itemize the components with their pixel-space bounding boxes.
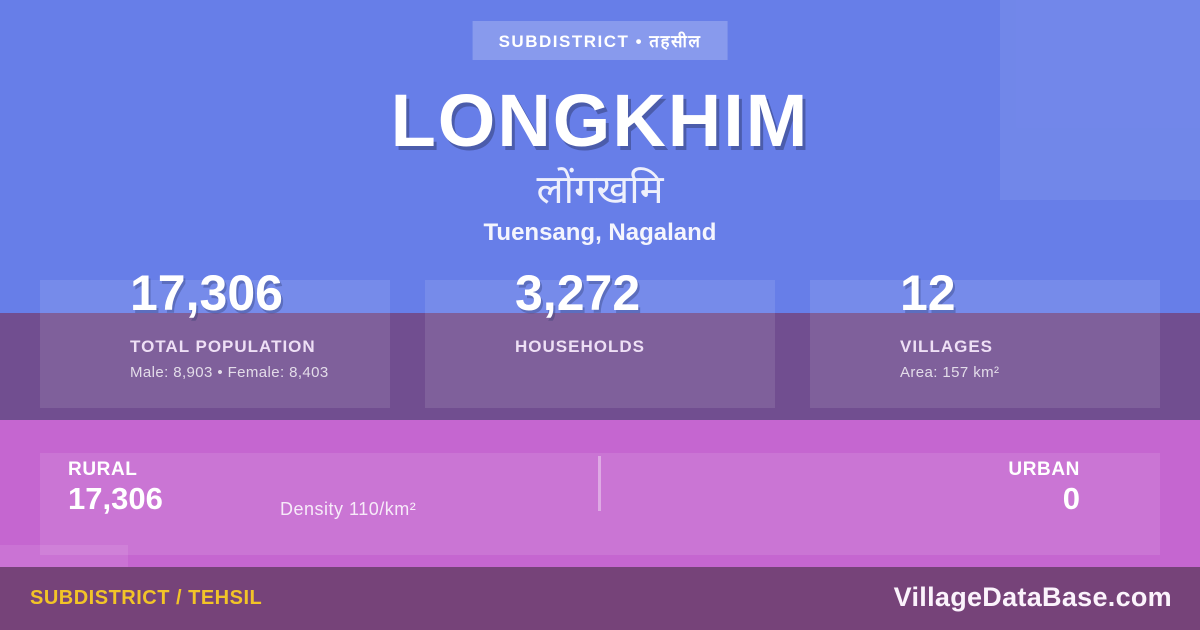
rural-urban-panel: RURAL 17,306 Density 110/km² URBAN 0 <box>40 453 1160 555</box>
households-label: HOUSEHOLDS <box>515 337 645 356</box>
total-population-label: TOTAL POPULATION <box>130 337 316 356</box>
male-female-breakdown: Male: 8,903 • Female: 8,403 <box>130 364 329 381</box>
urban-label: URBAN <box>1008 459 1080 480</box>
rural-population-value: 17,306 <box>68 481 163 516</box>
entity-type-badge: SUBDISTRICT • तहसील <box>472 21 728 60</box>
households-value: 3,272 <box>515 265 641 321</box>
page-title: LONGKHIM <box>390 79 810 162</box>
footer-entity-type-label: SUBDISTRICT / TEHSIL <box>30 587 263 609</box>
villages-label: VILLAGES <box>900 337 994 356</box>
area-detail: Area: 157 km² <box>900 364 1000 381</box>
stat-card-households: 3,272 HOUSEHOLDS <box>425 268 775 408</box>
entity-type-badge-label: SUBDISTRICT • तहसील <box>498 32 702 51</box>
footer-bar: SUBDISTRICT / TEHSIL VillageDataBase.com <box>0 567 1200 630</box>
rural-label: RURAL <box>68 459 138 480</box>
total-population-value: 17,306 <box>130 265 283 321</box>
rural-urban-band-background <box>0 420 1200 567</box>
page-title-native-script: लोंगखमि <box>536 168 664 212</box>
decorative-rectangle <box>0 545 128 567</box>
villages-value: 12 <box>900 265 956 321</box>
district-state-subtitle: Tuensang, Nagaland <box>483 219 717 246</box>
stats-band-background <box>0 313 1200 420</box>
rural-urban-divider <box>598 456 601 511</box>
urban-population-value: 0 <box>1062 481 1080 516</box>
stat-card-total-population: 17,306 TOTAL POPULATION Male: 8,903 • Fe… <box>40 268 390 408</box>
brand-link[interactable]: VillageDataBase.com <box>893 582 1172 612</box>
stat-card-villages: 12 VILLAGES Area: 157 km² <box>810 268 1160 408</box>
decorative-rectangle <box>1000 0 1200 200</box>
density-text: Density 110/km² <box>280 499 417 519</box>
